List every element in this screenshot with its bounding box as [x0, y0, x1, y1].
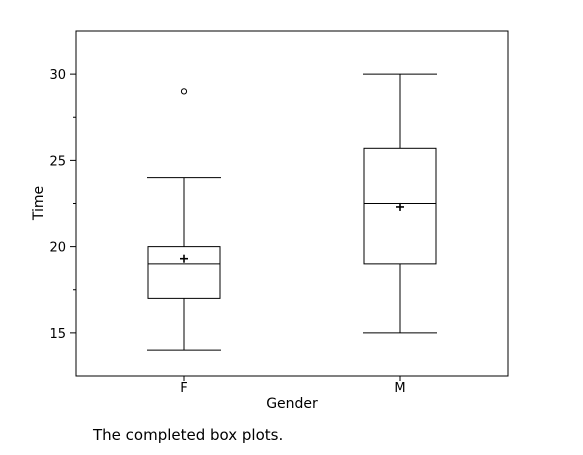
y-axis-label: Time	[31, 186, 47, 221]
y-tick-label: 15	[49, 327, 66, 342]
box-f	[147, 88, 221, 351]
x-axis-label: Gender	[266, 396, 318, 412]
x-tick-label: F	[180, 381, 187, 396]
iqr-box	[147, 246, 221, 299]
iqr-box	[363, 147, 437, 265]
boxes	[147, 73, 437, 351]
outlier-point	[180, 88, 188, 95]
y-tick-label: 20	[49, 241, 66, 256]
x-tick-label: M	[394, 381, 405, 396]
plot-frame	[75, 30, 509, 377]
y-tick-label: 25	[49, 154, 66, 169]
y-tick-label: 30	[49, 68, 66, 83]
box-m	[363, 73, 437, 334]
figure-caption: The completed box plots.	[93, 426, 284, 444]
y-axis: 15 20 25 30	[49, 68, 76, 342]
